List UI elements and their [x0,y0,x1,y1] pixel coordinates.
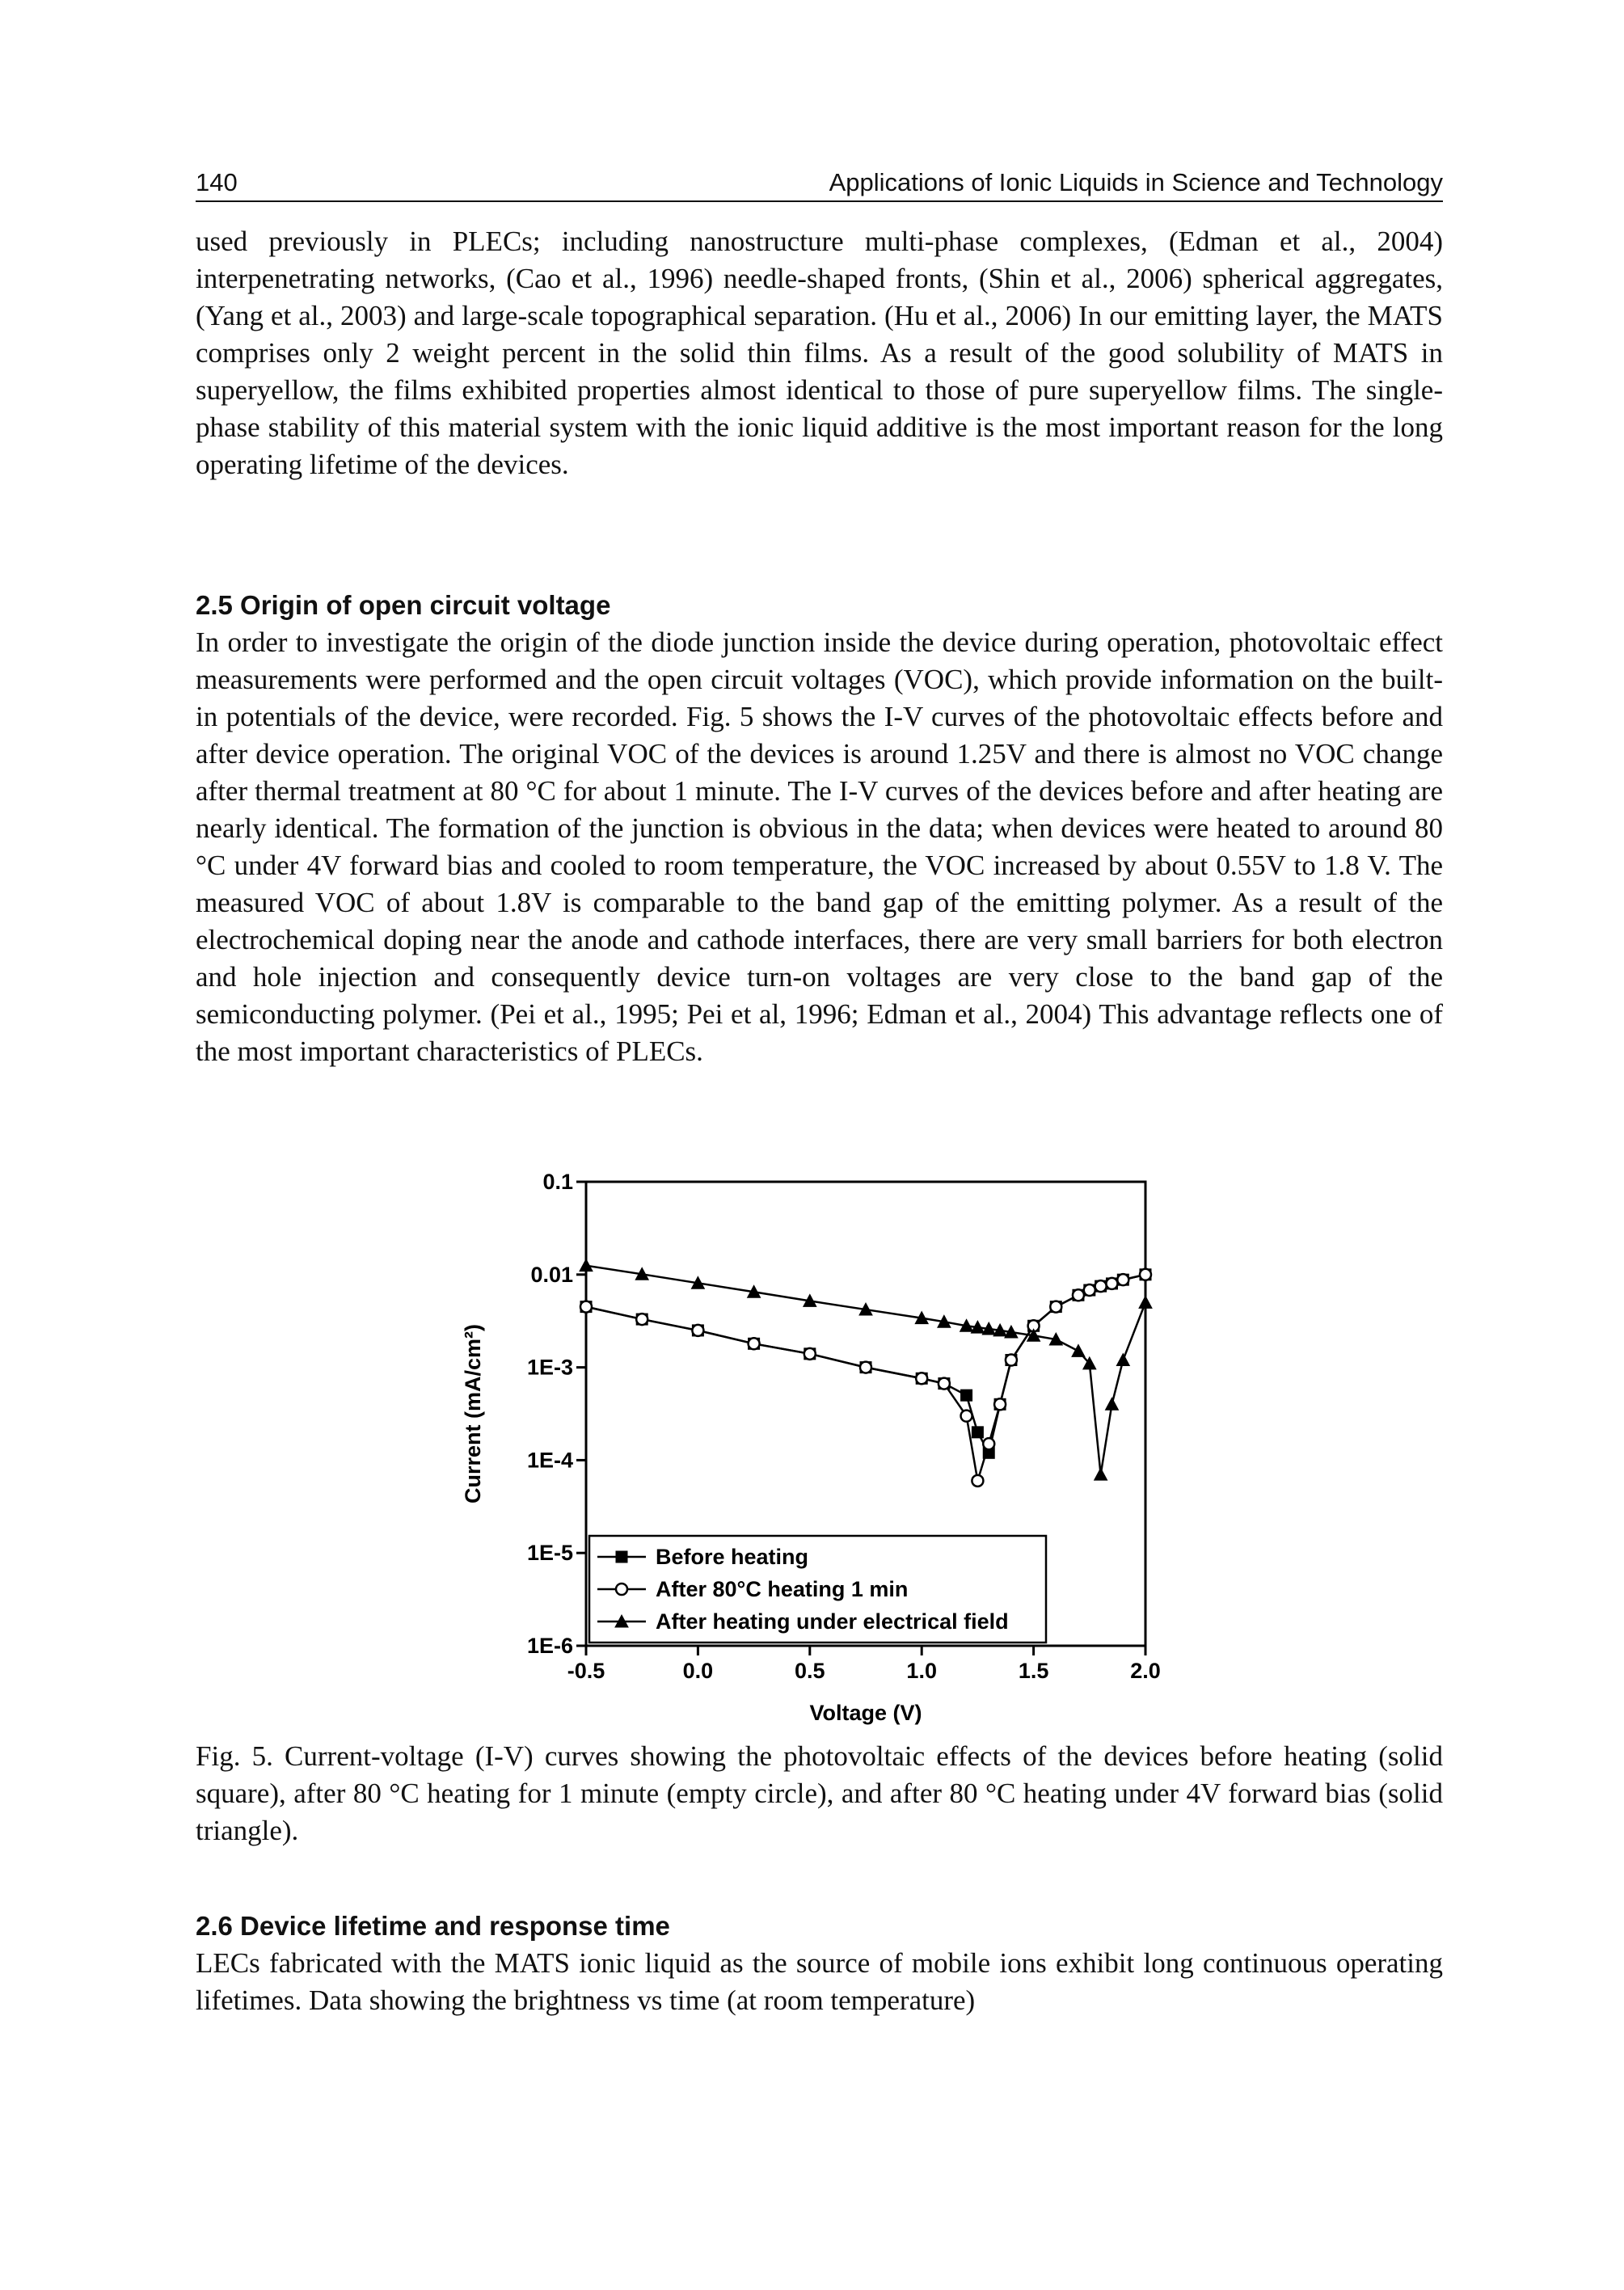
x-axis-label: Voltage (V) [809,1701,922,1725]
marker-circle [858,1360,873,1374]
y-tick-label: 0.1 [542,1170,573,1194]
y-tick-label: 1E-6 [527,1634,573,1658]
marker-triangle [914,1310,930,1325]
marker-square [960,1389,973,1402]
legend-label: After heating under electrical field [656,1609,1009,1634]
marker-triangle [635,1267,650,1280]
marker-circle [1116,1272,1130,1287]
marker-triangle [858,1301,873,1316]
marker-triangle [746,1284,761,1298]
marker-triangle [937,1314,951,1328]
chart: Current (mA/cm²) Voltage (V) 1E-6 1E-5 1E-… [461,1170,1161,1725]
marker-triangle [970,1320,985,1334]
section-heading: 2.6 Device lifetime and response time [196,1911,670,1941]
marker-triangle [1104,1397,1120,1411]
marker-triangle [614,1613,629,1628]
y-tick-label: 1E-4 [527,1448,573,1472]
marker-triangle [690,1276,706,1289]
x-tick-label: 1.5 [1019,1659,1049,1683]
marker-circle [993,1398,1007,1411]
legend-label: After 80°C heating 1 min [656,1577,908,1601]
marker-triangle [1093,1467,1108,1481]
running-header: 140 Applications of Ionic Liquids in Sci… [196,165,1443,202]
marker-triangle [1026,1328,1041,1342]
marker-triangle [959,1318,974,1332]
marker-circle [981,1436,996,1451]
marker-triangle [802,1293,817,1307]
legend-label: Before heating [656,1545,808,1569]
marker-triangle [1004,1324,1019,1339]
paragraph: LECs fabricated with the MATS ionic liqu… [196,1947,1443,2016]
marker-triangle [981,1321,997,1335]
marker-triangle [1071,1343,1086,1357]
marker-circle [635,1312,649,1326]
marker-circle [1094,1279,1107,1293]
marker-square [971,1426,984,1439]
x-tick-label: 0.5 [795,1659,825,1683]
marker-circle [691,1323,705,1338]
marker-circle [579,1300,593,1314]
marker-triangle [1048,1331,1064,1346]
marker-circle [1049,1300,1063,1314]
paragraph: In order to investigate the origin of th… [196,626,1443,1067]
legend: Before heating After 80°C heating 1 min Af… [588,1534,1048,1644]
marker-circle [1138,1267,1153,1282]
marker-circle [803,1347,817,1361]
legend-box [588,1534,1048,1644]
x-tick-label: 0.0 [683,1659,714,1683]
y-axis-label: Current (mA/cm²) [461,1324,485,1503]
marker-square [615,1550,628,1563]
marker-triangle [1116,1352,1131,1367]
x-tick-label: 1.0 [906,1659,937,1683]
marker-circle [1071,1288,1086,1302]
marker-triangle [1138,1295,1153,1309]
marker-circle [960,1409,973,1423]
y-tick-label: 0.01 [530,1263,573,1287]
y-tick-label: 1E-5 [527,1541,573,1565]
section-heading: 2.5 Origin of open circuit voltage [196,590,611,620]
marker-triangle [993,1322,1007,1337]
figure-caption: Fig. 5. Current-voltage (I-V) curves sho… [196,1740,1443,1846]
marker-circle [937,1377,951,1390]
x-tick-label: -0.5 [567,1659,605,1683]
page-number: 140 [196,168,238,196]
marker-circle [747,1337,761,1351]
marker-circle [1105,1276,1119,1291]
marker-triangle [1082,1356,1097,1370]
marker-circle [914,1372,929,1385]
marker-circle [1082,1283,1097,1297]
paragraph: used previously in PLECs; including nano… [196,226,1443,480]
marker-circle [1004,1353,1019,1367]
marker-circle [971,1474,985,1488]
x-tick-label: 2.0 [1130,1659,1161,1683]
running-title: Applications of Ionic Liquids in Science… [829,168,1443,196]
plot-frame [584,1180,1147,1647]
marker-triangle [579,1258,593,1272]
y-tick-label: 1E-3 [527,1356,573,1380]
marker-circle [614,1582,629,1596]
